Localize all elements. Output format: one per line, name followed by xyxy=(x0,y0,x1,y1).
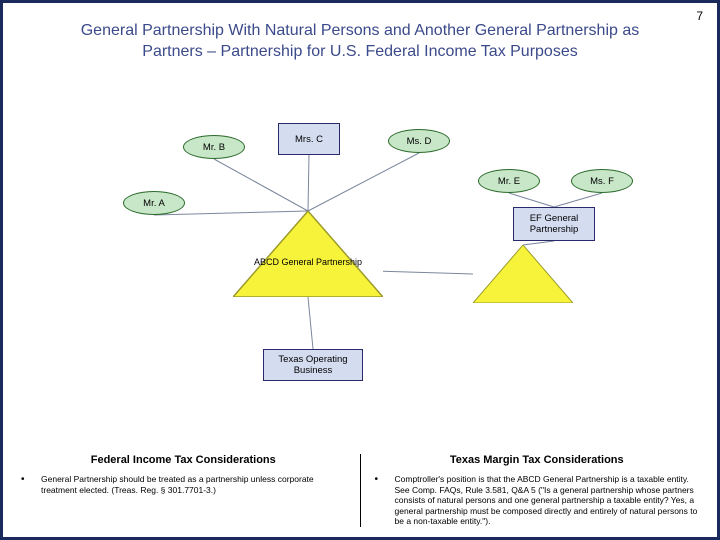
node-label: Mr. B xyxy=(203,142,225,153)
node-mr-e: Mr. E xyxy=(478,169,540,193)
triangle-icon xyxy=(233,211,383,297)
slide-title: General Partnership With Natural Persons… xyxy=(3,3,717,67)
node-label: Texas Operating Business xyxy=(267,354,359,376)
node-ms-d: Ms. D xyxy=(388,129,450,153)
list-item: • General Partnership should be treated … xyxy=(21,474,346,495)
column-divider xyxy=(360,454,361,527)
bullet-text: Comptroller's position is that the ABCD … xyxy=(395,474,700,527)
page-number: 7 xyxy=(696,9,703,23)
node-label: EF General Partnership xyxy=(517,213,591,235)
node-label: ABCD General Partnership xyxy=(233,258,383,268)
org-diagram: Mr. A Mr. B Mrs. C Ms. D Mr. E Ms. F EF … xyxy=(93,93,633,393)
considerations-columns: Federal Income Tax Considerations • Gene… xyxy=(21,454,699,527)
bullet-icon: • xyxy=(375,474,385,527)
node-label: Mr. A xyxy=(143,198,165,209)
node-ms-f: Ms. F xyxy=(571,169,633,193)
node-mr-b: Mr. B xyxy=(183,135,245,159)
node-label: Ms. F xyxy=(590,176,614,187)
bullet-icon: • xyxy=(21,474,31,495)
left-column-heading: Federal Income Tax Considerations xyxy=(21,454,346,466)
node-texas-operating-business: Texas Operating Business xyxy=(263,349,363,381)
node-abcd-general-partnership: ABCD General Partnership xyxy=(233,211,383,297)
node-label: Ms. D xyxy=(407,136,432,147)
node-label: Mrs. C xyxy=(295,134,323,145)
right-column: Texas Margin Tax Considerations • Comptr… xyxy=(375,454,700,527)
node-mr-a: Mr. A xyxy=(123,191,185,215)
right-column-heading: Texas Margin Tax Considerations xyxy=(375,454,700,466)
left-column: Federal Income Tax Considerations • Gene… xyxy=(21,454,346,527)
list-item: • Comptroller's position is that the ABC… xyxy=(375,474,700,527)
bullet-text: General Partnership should be treated as… xyxy=(41,474,346,495)
slide-frame: 7 General Partnership With Natural Perso… xyxy=(0,0,720,540)
node-ef-general-partnership: EF General Partnership xyxy=(513,207,595,241)
node-label: Mr. E xyxy=(498,176,520,187)
triangle-icon xyxy=(473,245,573,303)
node-ef-triangle xyxy=(473,245,573,303)
node-mrs-c: Mrs. C xyxy=(278,123,340,155)
